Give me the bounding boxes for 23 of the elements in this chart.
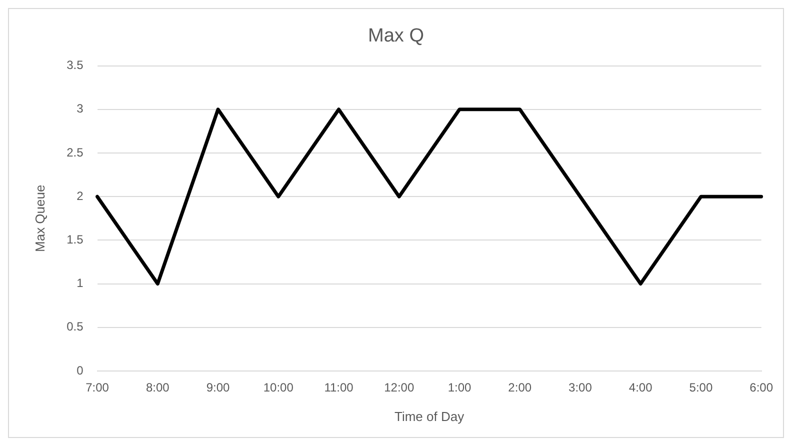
chart-title: Max Q xyxy=(368,26,424,47)
x-tick-label: 10:00 xyxy=(263,380,294,395)
y-tick-label: 2 xyxy=(76,188,84,203)
y-tick-label: 3.5 xyxy=(66,58,84,72)
y-tick-label: 1.5 xyxy=(66,232,84,247)
x-tick-label: 3:00 xyxy=(568,380,592,395)
x-tick-label: 11:00 xyxy=(324,380,354,395)
y-tick-label: 2.5 xyxy=(66,145,84,160)
x-tick-label: 12:00 xyxy=(384,380,414,395)
y-axis-title: Max Queue xyxy=(32,184,48,252)
x-tick-label: 4:00 xyxy=(628,380,653,395)
x-tick-label: 7:00 xyxy=(86,380,110,395)
x-tick-label: 9:00 xyxy=(206,380,230,395)
x-tick-label: 1:00 xyxy=(448,380,472,395)
x-axis-title: Time of Day xyxy=(394,408,465,424)
y-tick-label: 0 xyxy=(76,363,84,378)
x-tick-label: 2:00 xyxy=(508,380,532,395)
y-tick-label: 0.5 xyxy=(66,320,84,334)
x-tick-label: 8:00 xyxy=(146,380,170,395)
y-tick-label: 1 xyxy=(76,276,84,290)
x-tick-label: 5:00 xyxy=(689,380,713,395)
y-tick-label: 3 xyxy=(76,102,84,116)
x-tick-label: 6:00 xyxy=(750,380,774,395)
